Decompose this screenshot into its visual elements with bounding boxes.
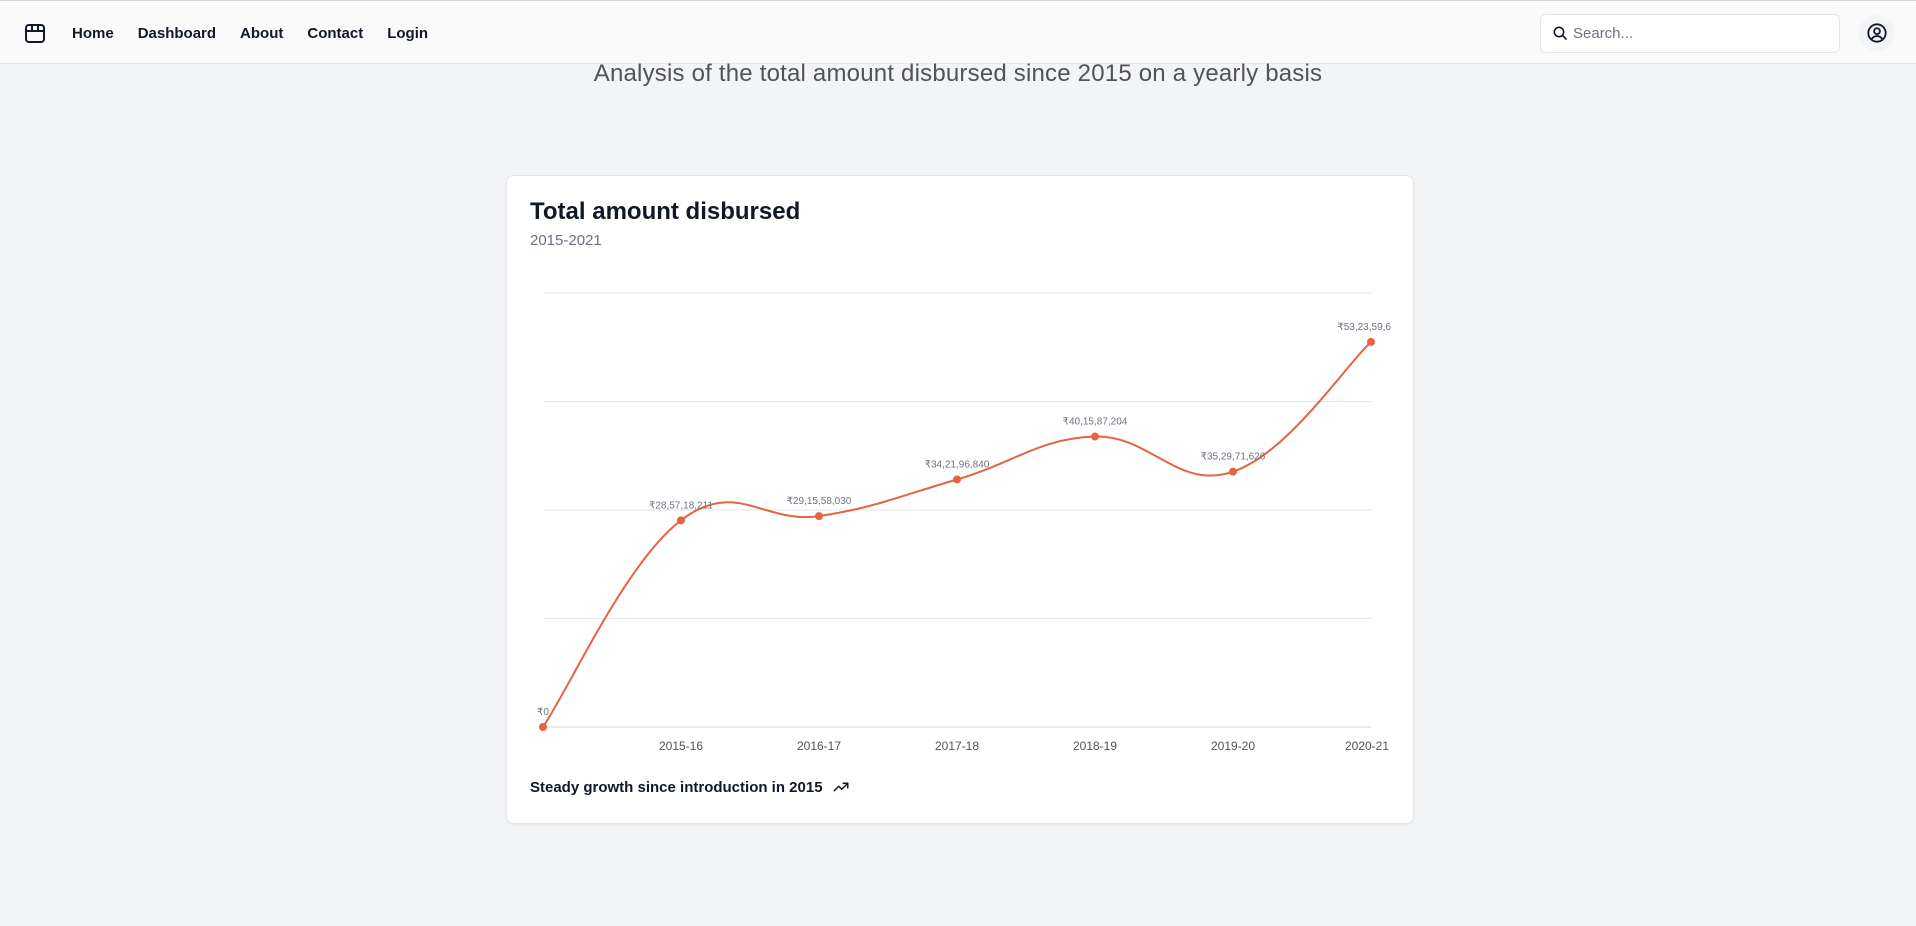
page-subtitle: Analysis of the total amount disbursed s…: [593, 60, 1323, 87]
x-tick-label: 2018-19: [1073, 739, 1117, 753]
card-footer: Steady growth since introduction in 2015: [530, 778, 850, 796]
data-point: [1091, 432, 1099, 441]
nav-links: Home Dashboard About Contact Login: [72, 1, 452, 65]
search-icon: [1553, 26, 1567, 40]
x-tick-label: 2017-18: [935, 739, 979, 753]
nav-link-about[interactable]: About: [240, 24, 284, 42]
card-title: Total amount disbursed: [530, 198, 801, 225]
search-box: [1540, 14, 1840, 53]
data-label: ₹35,29,71,626: [1201, 452, 1266, 463]
data-label: ₹28,57,18,211: [649, 500, 713, 511]
data-point: [815, 512, 823, 521]
chart-card: Total amount disbursed 2015-2021 ₹0 ₹28,5…: [506, 175, 1414, 824]
nav-link-contact[interactable]: Contact: [307, 24, 364, 42]
series-line: [542, 341, 1372, 728]
package-icon[interactable]: [23, 21, 47, 45]
user-circle-icon: [1867, 23, 1887, 43]
data-label: ₹0: [537, 707, 549, 718]
nav-link-dashboard[interactable]: Dashboard: [137, 24, 217, 42]
card-subtitle: 2015-2021: [530, 232, 602, 249]
nav-link-login[interactable]: Login: [387, 24, 429, 42]
data-point: [539, 723, 547, 731]
data-label: ₹40,15,87,204: [1063, 417, 1128, 428]
data-label: ₹34,21,96,840: [925, 459, 990, 470]
trending-up-icon: [833, 782, 849, 792]
data-point: [1367, 337, 1375, 346]
data-point: [1229, 467, 1237, 476]
data-point: [677, 516, 685, 525]
data-label: ₹29,15,58,030: [787, 496, 852, 507]
x-tick-label: 2016-17: [797, 739, 841, 753]
navbar: Home Dashboard About Contact Login: [0, 0, 1916, 64]
line-chart: ₹0 ₹28,57,18,211 2015-16 ₹29,15,58,030 2016-…: [537, 292, 1391, 753]
data-point: [953, 475, 961, 484]
account-button[interactable]: [1859, 15, 1895, 51]
data-label: ₹53,23,59,6: [1337, 322, 1391, 333]
x-tick-label: 2020-21: [1345, 739, 1389, 753]
x-tick-label: 2019-20: [1211, 739, 1255, 753]
nav-link-home[interactable]: Home: [72, 24, 114, 42]
x-tick-label: 2015-16: [659, 739, 703, 753]
footer-text: Steady growth since introduction in 2015: [530, 778, 823, 796]
search-input[interactable]: [1573, 15, 1833, 52]
